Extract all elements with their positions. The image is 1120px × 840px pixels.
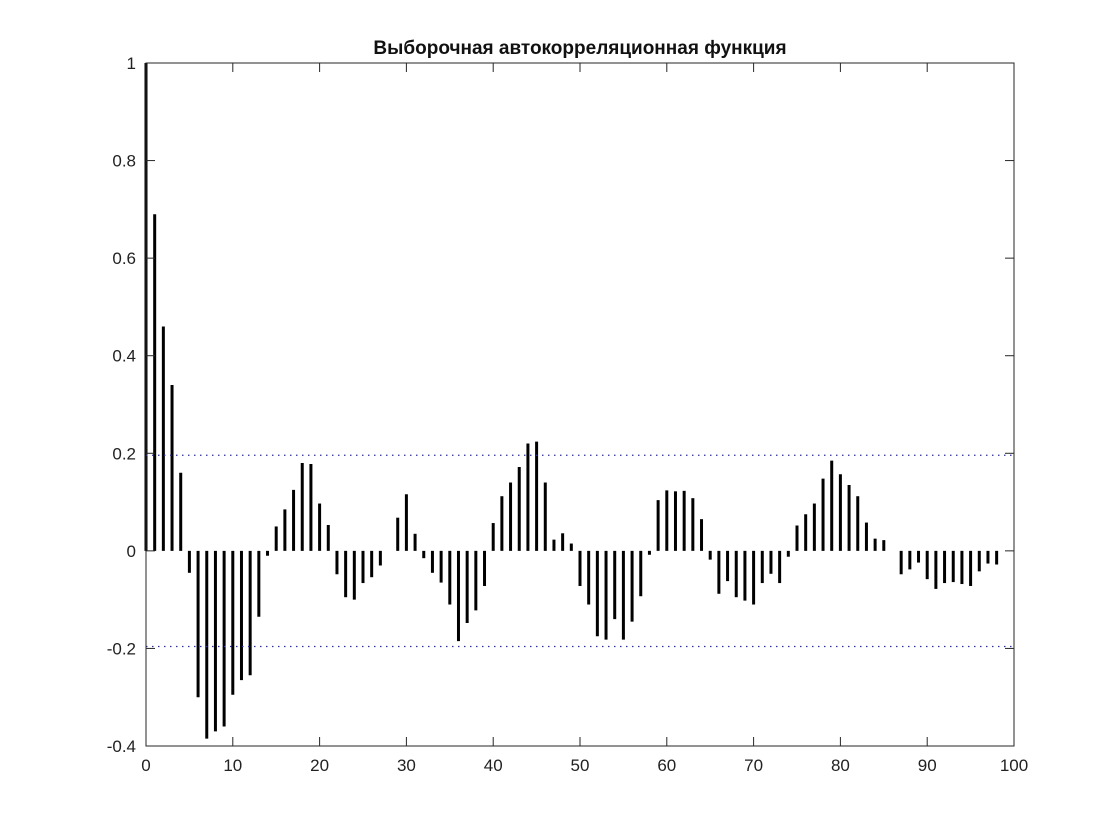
- x-tick-label: 30: [397, 756, 416, 775]
- y-tick-label: 0.2: [112, 444, 136, 463]
- x-tick-label: 50: [571, 756, 590, 775]
- x-tick-label: 100: [1000, 756, 1028, 775]
- y-tick-label: 0.6: [112, 249, 136, 268]
- chart-title: Выборочная автокорреляционная функция: [373, 38, 786, 59]
- y-tick-label: -0.4: [107, 737, 136, 756]
- x-tick-label: 60: [657, 756, 676, 775]
- y-tick-label: 0.8: [112, 152, 136, 171]
- y-tick-label: 1: [127, 54, 136, 73]
- x-tick-label: 40: [484, 756, 503, 775]
- x-tick-label: 80: [831, 756, 850, 775]
- x-tick-label: 0: [141, 756, 150, 775]
- confidence-bounds: [146, 454, 1014, 648]
- y-tick-label: 0: [127, 542, 136, 561]
- x-tick-label: 20: [310, 756, 329, 775]
- acf-bars: [144, 63, 999, 739]
- axes: 0 10 20 30 40 50 60 70 80 90 100 -0.4 -0.2 0 0.2 0.4 0.6…: [107, 54, 1028, 775]
- y-tick-label: -0.2: [107, 639, 136, 658]
- x-tick-label: 10: [223, 756, 242, 775]
- y-tick-label: 0.4: [112, 347, 136, 366]
- x-tick-label: 70: [744, 756, 763, 775]
- x-tick-label: 90: [918, 756, 937, 775]
- plot-frame: [145, 62, 1015, 747]
